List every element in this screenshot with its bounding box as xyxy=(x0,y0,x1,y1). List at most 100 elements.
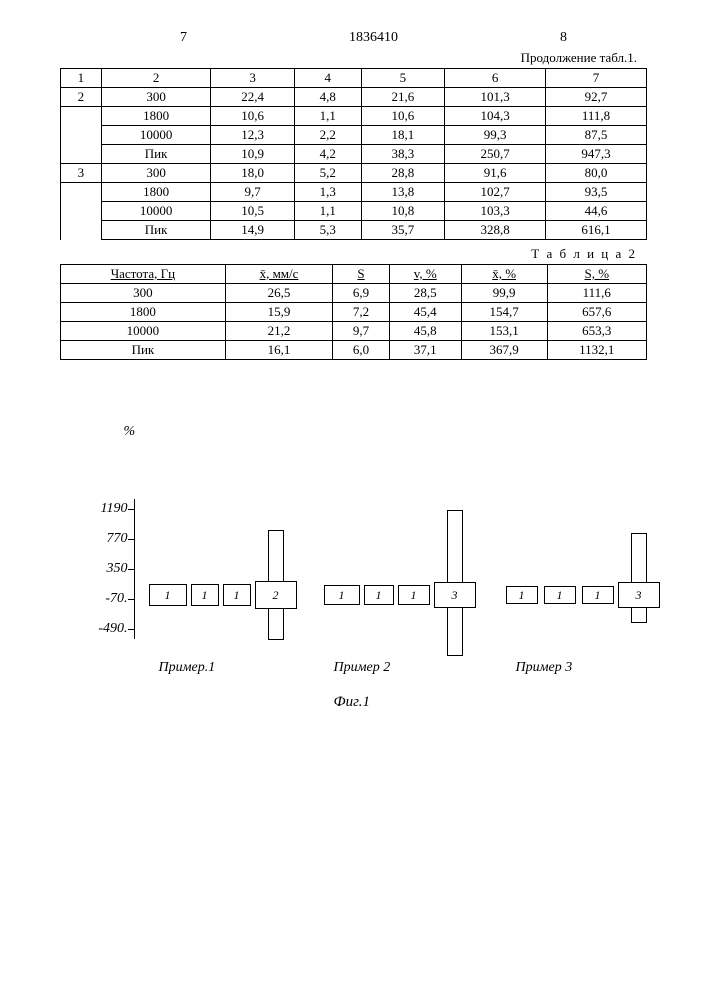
table1-col: 5 xyxy=(361,69,445,88)
table1-cell: 101,3 xyxy=(445,88,546,107)
table2-cell: 10000 xyxy=(61,322,226,341)
page-left-num: 7 xyxy=(180,30,187,46)
table2-cell: 1132,1 xyxy=(547,341,646,360)
table1-cell: 18,0 xyxy=(211,164,295,183)
table1-cell: 10,5 xyxy=(211,202,295,221)
table1-col: 4 xyxy=(294,69,361,88)
table1-cell: Пик xyxy=(101,221,210,240)
table-row: 1000010,51,110,8103,344,6 xyxy=(61,202,647,221)
chart-box: 1 xyxy=(398,585,430,605)
table-row: Пик14,95,335,7328,8616,1 xyxy=(61,221,647,240)
table1-caption: Продолжение табл.1. xyxy=(60,50,647,66)
table1-col: 2 xyxy=(101,69,210,88)
table2-col: v, % xyxy=(389,265,461,284)
table1-cell: 80,0 xyxy=(546,164,647,183)
table2-cell: Пик xyxy=(61,341,226,360)
table1-cell: 18,1 xyxy=(361,126,445,145)
chart-box: 2 xyxy=(255,581,297,609)
y-axis-line xyxy=(134,499,135,639)
table1-cell: 1800 xyxy=(101,183,210,202)
table2-cell: 6,0 xyxy=(333,341,390,360)
table1-cell: 328,8 xyxy=(445,221,546,240)
table-row: Пик10,94,238,3250,7947,3 xyxy=(61,145,647,164)
y-axis-label: % xyxy=(124,424,136,440)
table1-cell: 35,7 xyxy=(361,221,445,240)
table2-col: x̄, мм/с xyxy=(225,265,332,284)
table1-cell: 1,1 xyxy=(294,107,361,126)
page-right-num: 8 xyxy=(560,30,567,46)
group-label: Пример 2 xyxy=(334,660,391,676)
table-row: 180015,97,245,4154,7657,6 xyxy=(61,303,647,322)
table1-cell xyxy=(61,145,102,164)
table1: 1234567 230022,44,821,6101,392,7180010,6… xyxy=(60,68,647,240)
page-header: 7 1836410 8 xyxy=(60,30,647,46)
table2-cell: 45,4 xyxy=(389,303,461,322)
chart-box: 1 xyxy=(506,586,538,604)
table2-cell: 7,2 xyxy=(333,303,390,322)
table-row: 30026,56,928,599,9111,6 xyxy=(61,284,647,303)
chart-box: 1 xyxy=(582,586,614,604)
y-tick-mark xyxy=(128,599,134,600)
table1-cell: 10,9 xyxy=(211,145,295,164)
chart-box: 1 xyxy=(544,586,576,604)
chart-box: 1 xyxy=(191,584,219,606)
chart-box: 1 xyxy=(223,584,251,606)
table1-cell: 300 xyxy=(101,88,210,107)
table2-cell: 111,6 xyxy=(547,284,646,303)
table1-cell: 2 xyxy=(61,88,102,107)
chart-box: 3 xyxy=(434,582,476,608)
table2-cell: 26,5 xyxy=(225,284,332,303)
figure-label: Фиг.1 xyxy=(334,694,370,711)
table1-cell: 13,8 xyxy=(361,183,445,202)
table1-cell: 22,4 xyxy=(211,88,295,107)
chart-box: 1 xyxy=(324,585,360,605)
table1-cell: 3 xyxy=(61,164,102,183)
table1-col: 7 xyxy=(546,69,647,88)
table1-cell: 21,6 xyxy=(361,88,445,107)
table2-cell: 99,9 xyxy=(461,284,547,303)
table-row: 230022,44,821,6101,392,7 xyxy=(61,88,647,107)
table2-caption: Т а б л и ц а 2 xyxy=(60,246,647,262)
table-row: 1000021,29,745,8153,1653,3 xyxy=(61,322,647,341)
table1-cell: 103,3 xyxy=(445,202,546,221)
table2-col: S, % xyxy=(547,265,646,284)
table2-cell: 1800 xyxy=(61,303,226,322)
table1-cell: 104,3 xyxy=(445,107,546,126)
chart-box: 1 xyxy=(364,585,394,605)
table1-cell: 93,5 xyxy=(546,183,647,202)
table-row: 180010,61,110,6104,3111,8 xyxy=(61,107,647,126)
table2-cell: 154,7 xyxy=(461,303,547,322)
table1-cell: 2,2 xyxy=(294,126,361,145)
table1-cell: 250,7 xyxy=(445,145,546,164)
y-tick-mark xyxy=(128,569,134,570)
y-tick-mark xyxy=(128,629,134,630)
table1-cell: 5,3 xyxy=(294,221,361,240)
table-row: 18009,71,313,8102,793,5 xyxy=(61,183,647,202)
table1-cell: 28,8 xyxy=(361,164,445,183)
table1-cell xyxy=(61,221,102,240)
table1-cell xyxy=(61,126,102,145)
table1-cell: 947,3 xyxy=(546,145,647,164)
table2-cell: 28,5 xyxy=(389,284,461,303)
chart-box: 3 xyxy=(618,582,660,608)
table2-cell: 9,7 xyxy=(333,322,390,341)
table1-col: 6 xyxy=(445,69,546,88)
table2-cell: 153,1 xyxy=(461,322,547,341)
table1-cell: 12,3 xyxy=(211,126,295,145)
table1-cell: 10,6 xyxy=(211,107,295,126)
table1-cell: 1,1 xyxy=(294,202,361,221)
table2-cell: 45,8 xyxy=(389,322,461,341)
table2-cell: 653,3 xyxy=(547,322,646,341)
y-tick-mark xyxy=(128,509,134,510)
table1-cell: 38,3 xyxy=(361,145,445,164)
table1-cell: 102,7 xyxy=(445,183,546,202)
figure-1-chart: %1190770350-70.-490.1112Пример.11113Прим… xyxy=(74,420,634,740)
table2-col: S xyxy=(333,265,390,284)
y-tick-label: 350 xyxy=(78,561,128,577)
table1-cell: 5,2 xyxy=(294,164,361,183)
table1-cell xyxy=(61,107,102,126)
table1-cell: 4,8 xyxy=(294,88,361,107)
table1-cell: 91,6 xyxy=(445,164,546,183)
y-tick-label: -490. xyxy=(78,621,128,637)
table2-cell: 367,9 xyxy=(461,341,547,360)
